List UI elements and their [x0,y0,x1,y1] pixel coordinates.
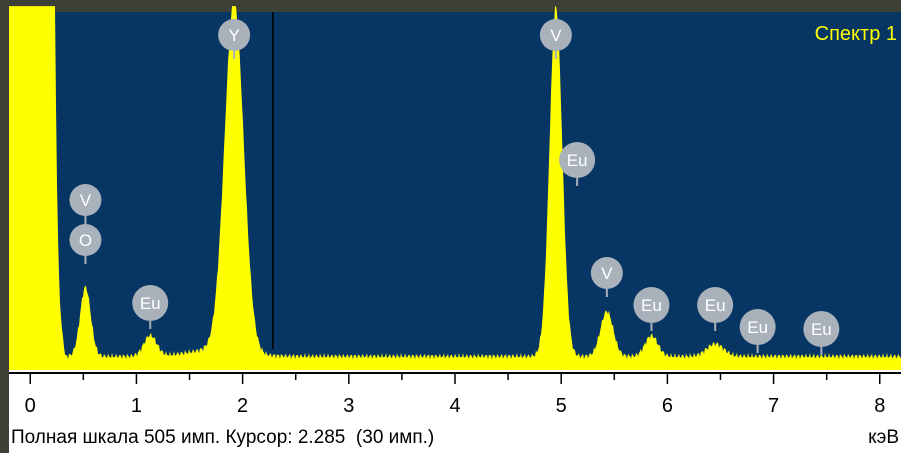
peak-label-eu: Eu [559,142,596,186]
peak-label-marker [633,287,670,323]
peak-label-text: O [79,231,92,250]
peak-label-marker [69,184,102,216]
peak-label-y: Y [218,19,251,59]
x-tick-label: 7 [768,395,779,417]
peak-label-marker [559,142,596,178]
peak-label-text: Eu [747,318,768,337]
status-bar: Полная шкала 505 имп. Курсор: 2.285 (30 … [9,426,901,453]
peak-label-text: Eu [811,320,832,339]
spectrum-title: Спектр 1 [815,23,897,45]
x-tick-label: 3 [343,395,354,417]
unit-label: кэВ [868,427,899,448]
peak-label-text: V [80,191,92,210]
peak-label-text: Eu [567,151,588,170]
peak-label-marker [69,224,102,256]
peak-label-text: Eu [641,296,662,315]
peak-label-v: V [590,257,623,297]
peak-label-marker [132,285,169,321]
peak-label-eu: Eu [132,285,169,329]
peak-label-v: V [539,19,572,59]
peak-label-marker [697,287,734,323]
peak-label-marker [218,19,251,51]
x-tick-label: 4 [449,395,460,417]
peak-label-marker [739,309,776,345]
spectrum-fill [9,6,901,370]
peak-label-eu: Eu [803,311,840,355]
peak-label-v: V [69,184,102,224]
x-tick-label: 2 [237,395,248,417]
peak-label-o: O [69,224,102,264]
x-tick-label: 0 [25,395,36,417]
x-tick-label: 8 [874,395,885,417]
peak-label-text: Y [228,26,239,45]
x-tick-label: 1 [131,395,142,417]
peak-label-eu: Eu [633,287,670,331]
peak-label-marker [539,19,572,51]
peak-label-marker [803,311,840,347]
peak-label-text: Eu [140,294,161,313]
status-text: Полная шкала 505 имп. Курсор: 2.285 (30 … [11,427,435,448]
x-tick-label: 5 [556,395,567,417]
peak-label-text: V [550,26,562,45]
peak-label-eu: Eu [697,287,734,331]
peak-label-text: V [601,264,613,283]
x-tick-label: 6 [662,395,673,417]
peak-label-marker [590,257,623,289]
peak-label-eu: Eu [739,309,776,353]
peak-label-text: Eu [705,296,726,315]
